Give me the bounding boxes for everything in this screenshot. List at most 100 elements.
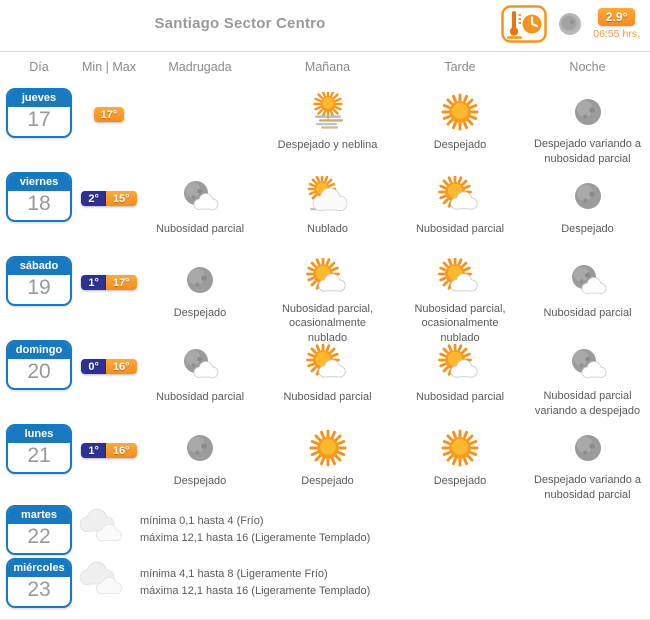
weather-label: Despejado variando a nubosidad parcial bbox=[533, 474, 642, 501]
weather-icon bbox=[440, 426, 480, 470]
col-header-tarde: Tarde bbox=[444, 60, 476, 74]
period-cell-manana: Despejado y neblina bbox=[260, 82, 395, 166]
calendar-day: jueves 17 bbox=[6, 88, 72, 138]
col-header-dia: Día bbox=[29, 60, 49, 74]
weather-label: Nubosidad parcial, ocasionalmente nublad… bbox=[281, 303, 374, 344]
min-temp-badge: 2° bbox=[81, 191, 106, 206]
calendar-day: martes 22 bbox=[6, 505, 72, 555]
extended-forecast-row: miércoles 23 mínima 4,1 hasta 8 (Ligeram… bbox=[0, 555, 650, 608]
weather-icon bbox=[566, 258, 610, 302]
weather-label: Despejado bbox=[173, 475, 227, 487]
weather-label: Nublado bbox=[307, 223, 348, 235]
min-temp-badge: 1° bbox=[81, 275, 106, 290]
weather-label: Nubosidad parcial, ocasionalmente nublad… bbox=[414, 303, 506, 344]
weather-icon bbox=[180, 426, 220, 470]
col-header-noche: Noche bbox=[569, 60, 606, 74]
max-temp-badge: 15° bbox=[105, 191, 137, 206]
period-cell-noche: Nubosidad parcial bbox=[525, 250, 650, 334]
calendar-day-name: martes bbox=[8, 507, 70, 524]
weather-icon bbox=[305, 258, 350, 298]
weather-icon bbox=[440, 90, 480, 134]
period-cell-manana: Despejado bbox=[260, 418, 395, 502]
weather-icon bbox=[568, 174, 608, 218]
day-cell: jueves 17 bbox=[0, 82, 78, 166]
thermometer-clock-button[interactable] bbox=[501, 5, 548, 43]
weather-icon bbox=[308, 426, 348, 470]
calendar-day: domingo 20 bbox=[6, 340, 72, 390]
weather-icon bbox=[306, 174, 350, 218]
weather-icon bbox=[438, 258, 482, 298]
forecast-row: domingo 20 0° 16° Nubosidad parcial Nubo… bbox=[0, 334, 650, 418]
extended-forecast-row: martes 22 mínima 0,1 hasta 4 (Frío) máxi… bbox=[0, 502, 650, 555]
calendar-day-name: lunes bbox=[8, 426, 70, 443]
calendar-day-name: jueves bbox=[8, 90, 70, 107]
period-cell-madrugada: Nubosidad parcial bbox=[140, 166, 260, 250]
weather-icon bbox=[305, 342, 350, 386]
weather-icon bbox=[178, 174, 222, 218]
weather-icon bbox=[568, 426, 608, 469]
calendar-day-name: sábado bbox=[8, 258, 70, 275]
calendar-day-name: viernes bbox=[8, 174, 70, 191]
minmax-cell: 2° 15° bbox=[78, 166, 140, 250]
weather-label: Nubosidad parcial bbox=[283, 391, 372, 403]
widget-header: Santiago Sector Centro bbox=[0, 0, 650, 52]
weather-label: Nubosidad parcial bbox=[155, 391, 245, 403]
temp-range-text: mínima 4,1 hasta 8 (Ligeramente Frío) má… bbox=[128, 555, 370, 608]
weather-icon bbox=[438, 174, 482, 218]
weather-label: Despejado bbox=[433, 139, 487, 151]
current-temp-badge: 2.9° bbox=[597, 8, 636, 26]
col-header-manana: Mañana bbox=[304, 60, 351, 74]
forecast-row: sábado 19 1° 17° Despejado Nubosidad par… bbox=[0, 250, 650, 344]
forecast-row: jueves 17 17° Despejado y neblina Despej… bbox=[0, 82, 650, 166]
weather-label: Despejado bbox=[173, 307, 227, 319]
calendar-day-number: 20 bbox=[27, 360, 51, 383]
temp-range-text: mínima 0,1 hasta 4 (Frío) máxima 12,1 ha… bbox=[128, 502, 370, 555]
calendar-day: miércoles 23 bbox=[6, 558, 72, 608]
current-conditions: 2.9° 06:55 hrs. bbox=[593, 8, 640, 40]
forecast-row: viernes 18 2° 15° Nubosidad parcial Nubl… bbox=[0, 166, 650, 250]
weather-label: Despejado bbox=[433, 475, 487, 487]
calendar-day-number: 21 bbox=[27, 444, 51, 467]
min-temp-badge: 0° bbox=[81, 359, 106, 374]
minmax-cell: 1° 17° bbox=[78, 250, 140, 334]
calendar-day-number: 19 bbox=[27, 276, 51, 299]
moon-icon bbox=[558, 12, 582, 36]
col-header-minmax: Min | Max bbox=[82, 60, 136, 74]
period-cell-tarde: Despejado bbox=[395, 418, 525, 502]
min-temp-badge: 1° bbox=[81, 443, 106, 458]
day-cell: sábado 19 bbox=[0, 250, 78, 334]
max-temp-badge: 16° bbox=[105, 443, 137, 458]
weather-icon bbox=[178, 342, 222, 386]
period-cell-tarde: Nubosidad parcial, ocasionalmente nublad… bbox=[395, 250, 525, 344]
weather-label: Nubosidad parcial bbox=[415, 223, 505, 235]
weather-icon bbox=[568, 90, 608, 133]
min-range-line: mínima 0,1 hasta 4 (Frío) bbox=[140, 515, 264, 527]
calendar-day-number: 18 bbox=[27, 192, 51, 215]
current-time: 06:55 hrs. bbox=[593, 28, 640, 40]
period-cell-madrugada: Despejado bbox=[140, 418, 260, 502]
weather-label: Nubosidad parcial bbox=[415, 391, 505, 403]
header-status-area: 2.9° 06:55 hrs. bbox=[501, 5, 640, 43]
weather-label: Despejado variando a nubosidad parcial bbox=[533, 138, 642, 165]
calendar-day-number: 22 bbox=[27, 525, 51, 548]
minmax-cell: 17° bbox=[78, 82, 140, 166]
period-cell-madrugada: Nubosidad parcial bbox=[140, 334, 260, 418]
period-cell-manana: Nubosidad parcial, ocasionalmente nublad… bbox=[260, 250, 395, 344]
period-cell-noche: Despejado bbox=[525, 166, 650, 250]
clouds-icon bbox=[78, 502, 128, 555]
period-cell-manana: Nublado bbox=[260, 166, 395, 250]
minmax-cell: 0° 16° bbox=[78, 334, 140, 418]
clouds-icon bbox=[78, 555, 128, 608]
day-cell: martes 22 bbox=[0, 502, 78, 555]
weather-label: Nubosidad parcial bbox=[155, 223, 245, 235]
weather-label: Despejado y neblina bbox=[277, 139, 378, 151]
page-title: Santiago Sector Centro bbox=[154, 15, 326, 32]
day-cell: viernes 18 bbox=[0, 166, 78, 250]
max-temp-badge: 17° bbox=[93, 107, 125, 122]
col-header-madrugada: Madrugada bbox=[168, 60, 232, 74]
day-cell: miércoles 23 bbox=[0, 555, 78, 608]
min-range-line: mínima 4,1 hasta 8 (Ligeramente Frío) bbox=[140, 568, 328, 580]
weather-icon bbox=[180, 258, 220, 302]
period-cell-noche: Despejado variando a nubosidad parcial bbox=[525, 418, 650, 502]
